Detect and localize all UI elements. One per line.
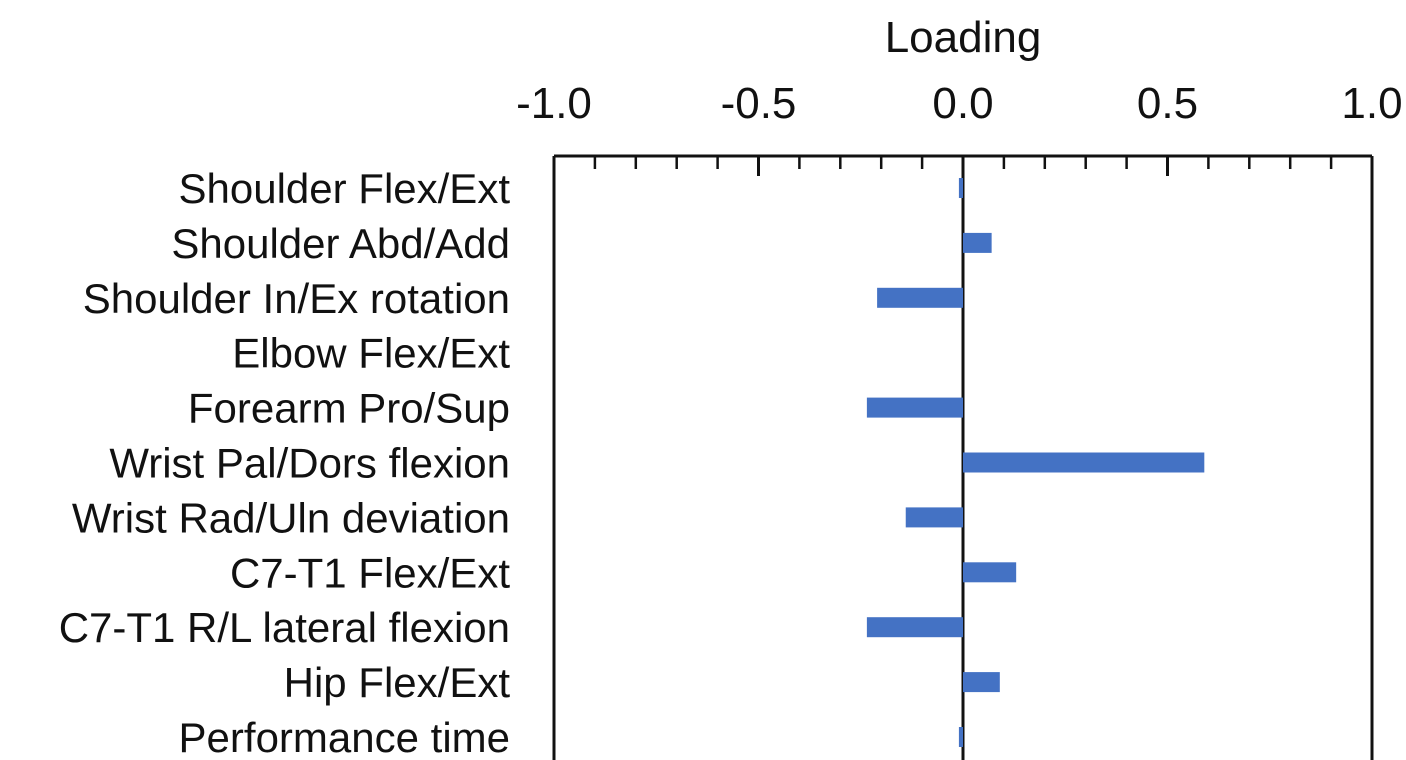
category-label: Performance time [179, 714, 510, 760]
bar [866, 397, 963, 418]
bar [963, 672, 1000, 693]
category-label: Shoulder In/Ex rotation [83, 275, 510, 322]
bar [866, 617, 963, 638]
bar [963, 232, 992, 253]
bar [958, 727, 963, 747]
category-label: Hip Flex/Ext [284, 659, 511, 706]
bar [963, 452, 1205, 473]
category-label: Elbow Flex/Ext [232, 330, 510, 377]
category-label: Wrist Pal/Dors flexion [109, 440, 510, 487]
x-tick-label: 0.5 [1137, 79, 1198, 128]
category-label: Forearm Pro/Sup [188, 385, 510, 432]
category-label: Wrist Rad/Uln deviation [72, 494, 510, 541]
x-tick-label: -1.0 [516, 79, 592, 128]
x-tick-label: -0.5 [721, 79, 797, 128]
x-axis-title: Loading [885, 13, 1042, 62]
x-axis-tick-labels: -1.0 -0.5 0.0 0.5 1.0 [516, 79, 1403, 128]
category-labels: Shoulder Flex/Ext Shoulder Abd/Add Shoulde… [59, 165, 511, 760]
bar [877, 287, 963, 308]
bar [958, 178, 963, 198]
bar [963, 562, 1017, 583]
x-tick-label: 0.0 [932, 79, 993, 128]
category-label: C7-T1 Flex/Ext [230, 549, 510, 596]
bars [866, 178, 1205, 747]
bar [905, 507, 963, 528]
category-label: Shoulder Flex/Ext [179, 165, 511, 212]
category-label: C7-T1 R/L lateral flexion [59, 604, 510, 651]
category-label: Shoulder Abd/Add [171, 220, 510, 267]
x-tick-label: 1.0 [1341, 79, 1402, 128]
